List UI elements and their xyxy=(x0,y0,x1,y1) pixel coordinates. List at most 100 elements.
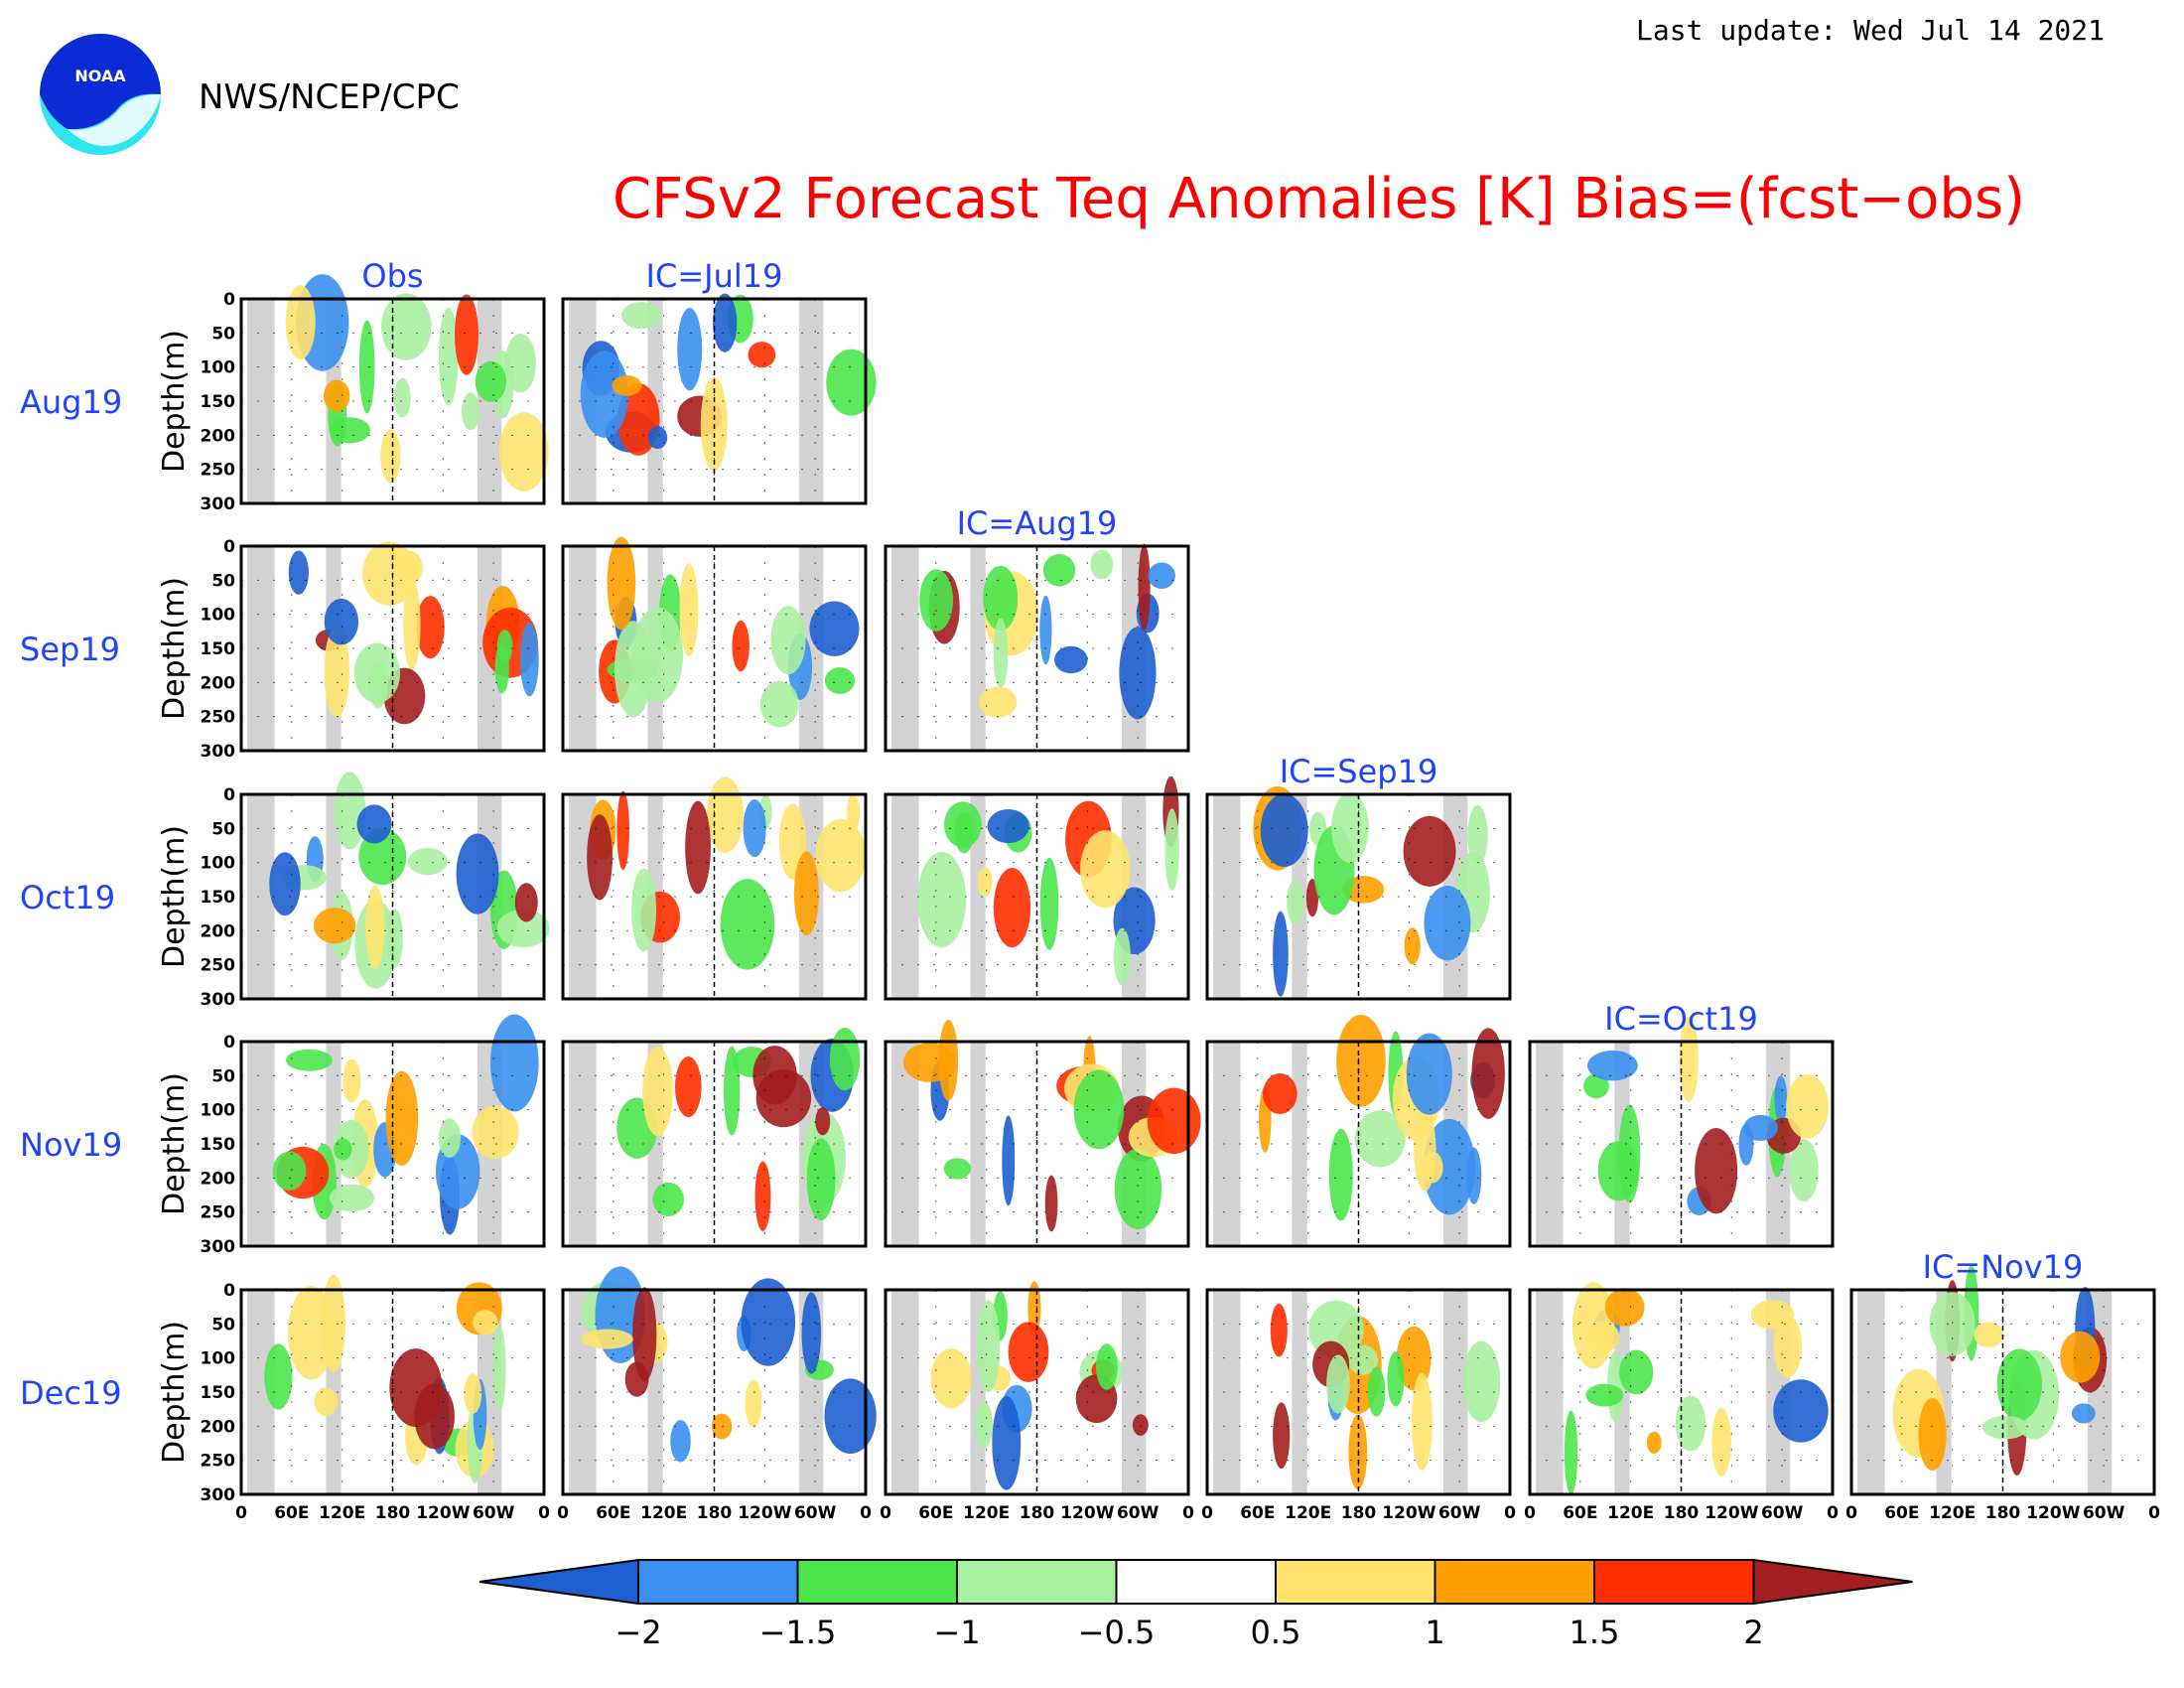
anomaly-contour xyxy=(1406,1033,1452,1115)
anomaly-contour xyxy=(809,601,860,656)
anomaly-contour xyxy=(1929,1292,1976,1356)
land-mask xyxy=(1213,1042,1241,1246)
anomaly-contour xyxy=(587,814,613,901)
row-label: Nov19 xyxy=(20,1126,122,1164)
anomaly-contour xyxy=(1263,1073,1297,1115)
land-mask xyxy=(1213,1290,1241,1494)
anomaly-contour xyxy=(685,800,711,895)
y-tick-label: 150 xyxy=(201,888,236,908)
anomaly-contour xyxy=(1786,1073,1830,1139)
panel-frame xyxy=(239,1040,546,1248)
anomaly-contour xyxy=(675,1056,702,1118)
anomaly-contour xyxy=(1039,857,1059,950)
x-tick-label: 120E xyxy=(963,1503,1010,1523)
anomaly-contour xyxy=(1619,1349,1654,1395)
colorbar-segment xyxy=(1593,1559,1755,1605)
column-header: IC=Nov19 xyxy=(1923,1248,2084,1286)
land-mask xyxy=(247,794,275,999)
land-mask xyxy=(1536,1042,1564,1246)
anomaly-contour xyxy=(1471,1028,1505,1119)
land-mask xyxy=(891,794,919,999)
colorbar-segment xyxy=(637,1559,799,1605)
x-tick-label: 120E xyxy=(1607,1503,1654,1523)
colorbar-label: 0.5 xyxy=(1251,1614,1301,1651)
anomaly-contour xyxy=(1073,1069,1125,1150)
x-tick-label: 120W xyxy=(738,1503,791,1523)
anomaly-contour xyxy=(462,392,480,431)
anomaly-contour xyxy=(473,1310,498,1336)
last-update: Last update: Wed Jul 14 2021 xyxy=(1635,14,2105,47)
land-mask xyxy=(247,1042,275,1246)
anomaly-contour xyxy=(1095,1343,1118,1390)
colorbar-label: −2 xyxy=(614,1614,661,1651)
y-tick-label: 250 xyxy=(201,708,236,728)
y-tick-label: 300 xyxy=(201,494,236,514)
colorbar-segment xyxy=(796,1559,958,1605)
y-tick-label: 50 xyxy=(211,1315,235,1335)
anomaly-contour xyxy=(288,550,309,595)
x-tick-label: 60E xyxy=(274,1503,309,1523)
anomaly-contour xyxy=(367,660,388,709)
anomaly-contour xyxy=(1305,879,1319,917)
anomaly-contour xyxy=(380,429,401,483)
anomaly-contour xyxy=(770,606,806,675)
land-mask xyxy=(891,546,919,751)
anomaly-contour xyxy=(1711,1408,1731,1477)
x-tick-label: 120W xyxy=(1060,1503,1114,1523)
anomaly-contour xyxy=(1090,549,1114,580)
anomaly-contour xyxy=(334,1138,352,1161)
anomaly-contour xyxy=(519,623,539,697)
anomaly-contour xyxy=(393,377,411,418)
anomaly-contour xyxy=(342,1058,361,1103)
anomaly-contour xyxy=(752,1046,797,1105)
x-tick-label: 0 xyxy=(880,1503,891,1523)
x-tick-label: 180 xyxy=(1664,1503,1700,1523)
anomaly-contour xyxy=(313,908,356,944)
x-tick-label: 180 xyxy=(375,1503,411,1523)
anomaly-contour xyxy=(1164,808,1179,892)
anomaly-contour xyxy=(1270,1303,1288,1357)
anomaly-contour xyxy=(944,801,982,848)
anomaly-contour xyxy=(455,294,478,375)
y-axis-label: Depth(m) xyxy=(157,1321,192,1464)
y-tick-label: 300 xyxy=(201,990,236,1010)
panel-frame xyxy=(1205,1288,1512,1496)
x-tick-label: 0 xyxy=(1827,1503,1839,1523)
column-header: IC=Jul19 xyxy=(646,257,783,295)
anomaly-contour xyxy=(1354,1110,1406,1168)
anomaly-contour xyxy=(1981,1415,2029,1440)
panel-frame xyxy=(1205,792,1512,1001)
anomaly-contour xyxy=(324,625,349,718)
x-tick-label: 180 xyxy=(697,1503,733,1523)
anomaly-contour xyxy=(1583,1073,1609,1099)
anomaly-contour xyxy=(741,1278,796,1366)
x-tick-label: 180 xyxy=(1985,1503,2021,1523)
anomaly-contour xyxy=(1587,1051,1638,1081)
colorbar-label: −0.5 xyxy=(1078,1614,1156,1651)
figure-title: CFSv2 Forecast Teq Anomalies [K] Bias=(f… xyxy=(612,167,2025,231)
anomaly-contour xyxy=(801,1292,822,1374)
anomaly-contour xyxy=(706,776,744,854)
anomaly-contour xyxy=(1918,1398,1947,1472)
y-axis-label: Depth(m) xyxy=(157,577,192,720)
anomaly-contour xyxy=(1646,1431,1662,1455)
y-tick-label: 250 xyxy=(201,1452,236,1472)
anomaly-contour xyxy=(489,1014,539,1112)
x-tick-label: 60W xyxy=(1438,1503,1481,1523)
x-tick-label: 60W xyxy=(473,1503,515,1523)
anomaly-contour xyxy=(631,868,657,952)
anomaly-contour xyxy=(987,808,1029,844)
noaa-logo: NOAA xyxy=(38,32,163,157)
colorbar-segment xyxy=(1275,1559,1436,1605)
anomaly-contour xyxy=(642,1046,673,1137)
anomaly-contour xyxy=(1743,1114,1778,1141)
anomaly-contour xyxy=(1328,1128,1353,1221)
anomaly-contour xyxy=(815,818,867,893)
anomaly-contour xyxy=(647,426,668,450)
anomaly-contour xyxy=(1675,1395,1706,1452)
y-tick-label: 200 xyxy=(201,921,236,941)
y-tick-label: 50 xyxy=(211,1066,235,1086)
panel-frame xyxy=(239,544,546,753)
anomaly-contour xyxy=(286,1049,333,1071)
anomaly-contour xyxy=(826,349,877,416)
